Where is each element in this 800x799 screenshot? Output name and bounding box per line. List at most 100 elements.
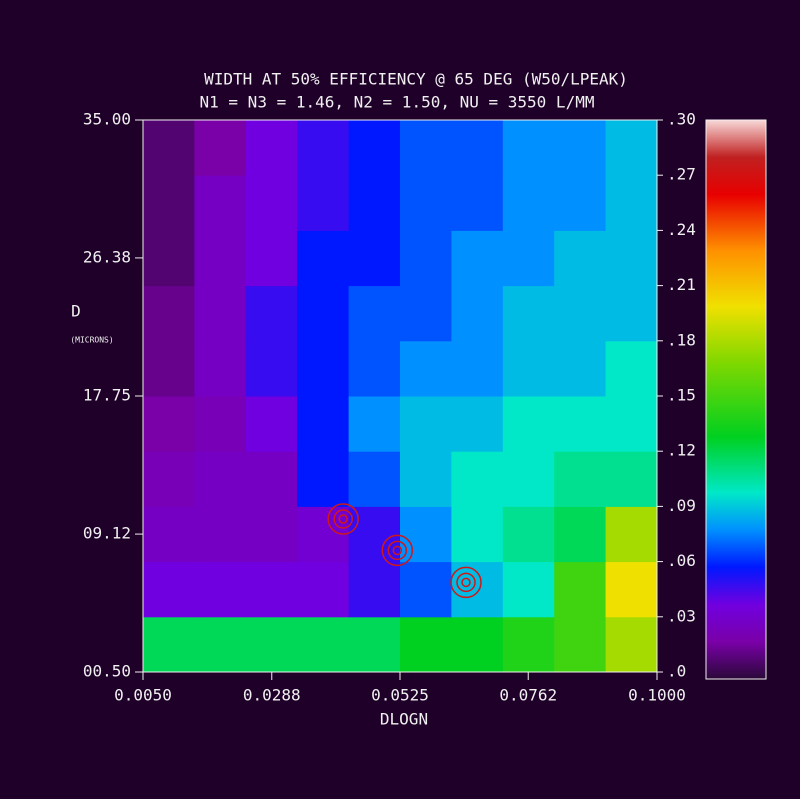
heatmap-cell [297,396,350,452]
colorbar-tick-label: .18 [667,330,696,349]
heatmap-cell [297,616,350,673]
marker-ring [461,577,471,588]
heatmap-cell [451,175,504,231]
heatmap-cell [605,230,658,287]
y-tick-label: 35.00 [83,110,131,129]
heatmap-cell [245,175,298,231]
heatmap-cell [502,340,555,397]
colorbar-tick-label: .21 [667,275,696,294]
heatmap-cell [554,396,607,452]
heatmap-cell [297,120,350,176]
colorbar-tick-label: .30 [667,110,696,129]
heatmap-cell [400,175,452,231]
heatmap-cell [605,340,658,397]
heatmap-cell [348,396,401,452]
heatmap-cell [245,230,298,287]
heatmap-cell [554,230,607,287]
heatmap-cell [297,175,350,231]
heatmap-cell [554,175,607,231]
heatmap-cell [605,451,658,507]
heatmap-cell [245,506,298,563]
x-tick-label: 0.0050 [114,686,172,705]
heatmap-cell [554,285,607,342]
y-tick-label: 09.12 [83,524,131,543]
heatmap-cell [194,230,247,287]
heatmap-cell [502,175,555,231]
heatmap-cell [554,616,607,673]
heatmap-cell [143,285,195,342]
heatmap-cell [348,451,401,507]
heatmap-cell [554,340,607,397]
x-tick-label: 0.1000 [628,686,686,705]
heatmap-cell [502,451,555,507]
heatmap-cell [451,396,504,452]
heatmap-cell [605,396,658,452]
heatmap-cell [143,120,195,176]
heatmap-cell [605,175,658,231]
marker-ring [327,503,359,535]
heatmap-cell [143,561,195,618]
x-tick-label: 0.0288 [243,686,301,705]
heatmap-cell [143,506,195,563]
heatmap-cell [194,175,247,231]
heatmap-cell [502,285,555,342]
colorbar [705,119,767,680]
heatmap-cell [348,120,401,176]
heatmap-cell [554,561,607,618]
heatmap-cell [451,285,504,342]
heatmap-cell [400,506,452,563]
x-tick-label: 0.0762 [499,686,557,705]
marker-ring [387,540,408,561]
heatmap-cell [554,451,607,507]
colorbar-tick-label: .0 [667,662,686,681]
heatmap-cell [605,616,658,673]
heatmap-cell [400,561,452,618]
heatmap-cell [143,616,195,673]
colorbar-tick-label: .12 [667,441,696,460]
heatmap-cell [245,451,298,507]
heatmap-cell [143,451,195,507]
marker-ring [333,509,353,529]
heatmap-cell [297,451,350,507]
heatmap-cell [194,616,247,673]
colorbar-tick-label: .24 [667,220,696,239]
marker-ring [456,572,476,593]
heatmap-cell [400,230,452,287]
y-tick-label: 00.50 [83,662,131,681]
heatmap-cell [245,120,298,176]
heatmap-cell [143,175,195,231]
heatmap-cell [451,120,504,176]
heatmap-cell [348,561,401,618]
heatmap-cell [400,120,452,176]
heatmap-cell [605,506,658,563]
colorbar-tick-label: .09 [667,496,696,515]
colorbar-tick-label: .06 [667,551,696,570]
heatmap-cell [245,285,298,342]
heatmap-cell [348,506,401,563]
heatmap-cell [245,396,298,452]
chart-title: WIDTH AT 50% EFFICIENCY @ 65 DEG (W50/LP… [204,70,628,89]
heatmap-cell [143,340,195,397]
heatmap-cell [605,561,658,618]
heatmap-cell [194,396,247,452]
y-tick-label: 26.38 [83,247,131,266]
marker-ring [338,514,348,524]
heatmap-cell [451,451,504,507]
heatmap-cell [400,616,452,673]
heatmap-cell [554,506,607,563]
heatmap-cell [400,285,452,342]
heatmap-cell [502,396,555,452]
y-axis-unit: (MICRONS) [70,336,113,345]
heatmap-cell [194,120,247,176]
heatmap-cell [245,340,298,397]
heatmap-cell [554,120,607,176]
heatmap-cell [348,340,401,397]
heatmap-cell [502,561,555,618]
heatmap-cell [502,616,555,673]
marker-ring [392,545,403,556]
heatmap-cell [194,285,247,342]
colorbar-tick-label: .15 [667,386,696,405]
marker-ring [381,534,414,567]
colorbar-tick-label: .03 [667,606,696,625]
